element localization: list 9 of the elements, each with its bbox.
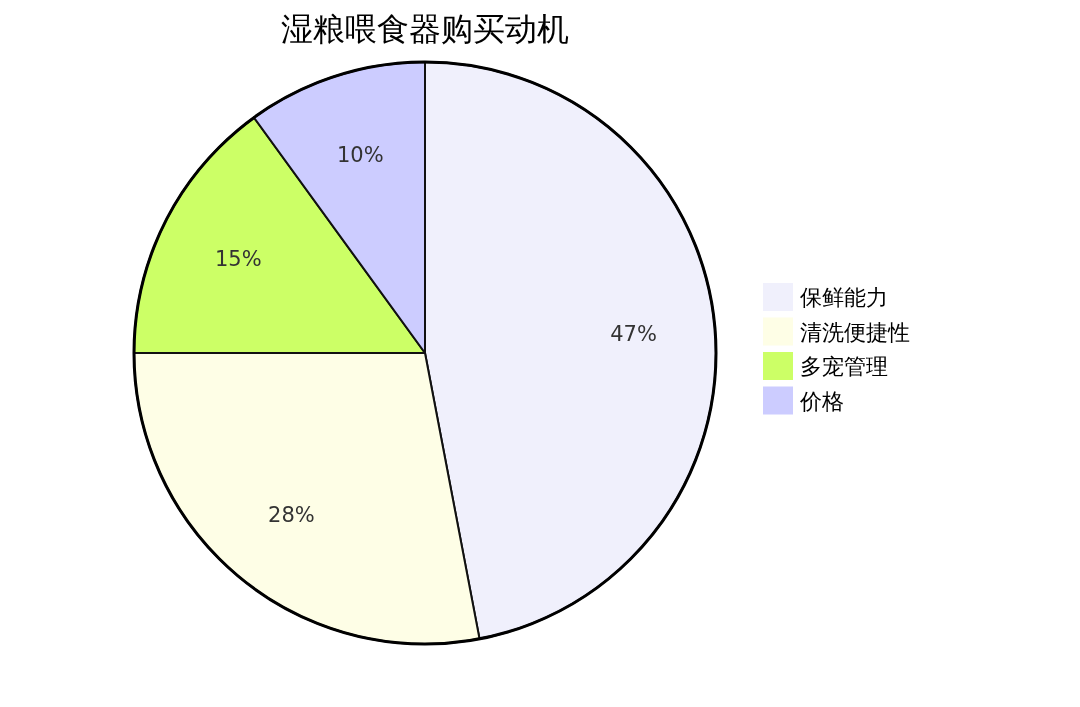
- slice-label: 保鲜能力: [800, 285, 888, 310]
- legend-label: 价格: [799, 388, 844, 414]
- data-label: 47%: [610, 322, 657, 347]
- data-label: 10%: [336, 142, 384, 167]
- legend-label: 多宠管理: [800, 354, 888, 379]
- data-label: 28%: [268, 503, 315, 528]
- legend-label: 清洗便捷性: [800, 319, 910, 345]
- data-label: 15%: [214, 246, 262, 271]
- chart-title: 湿粮喂食器购买动机: [281, 10, 569, 48]
